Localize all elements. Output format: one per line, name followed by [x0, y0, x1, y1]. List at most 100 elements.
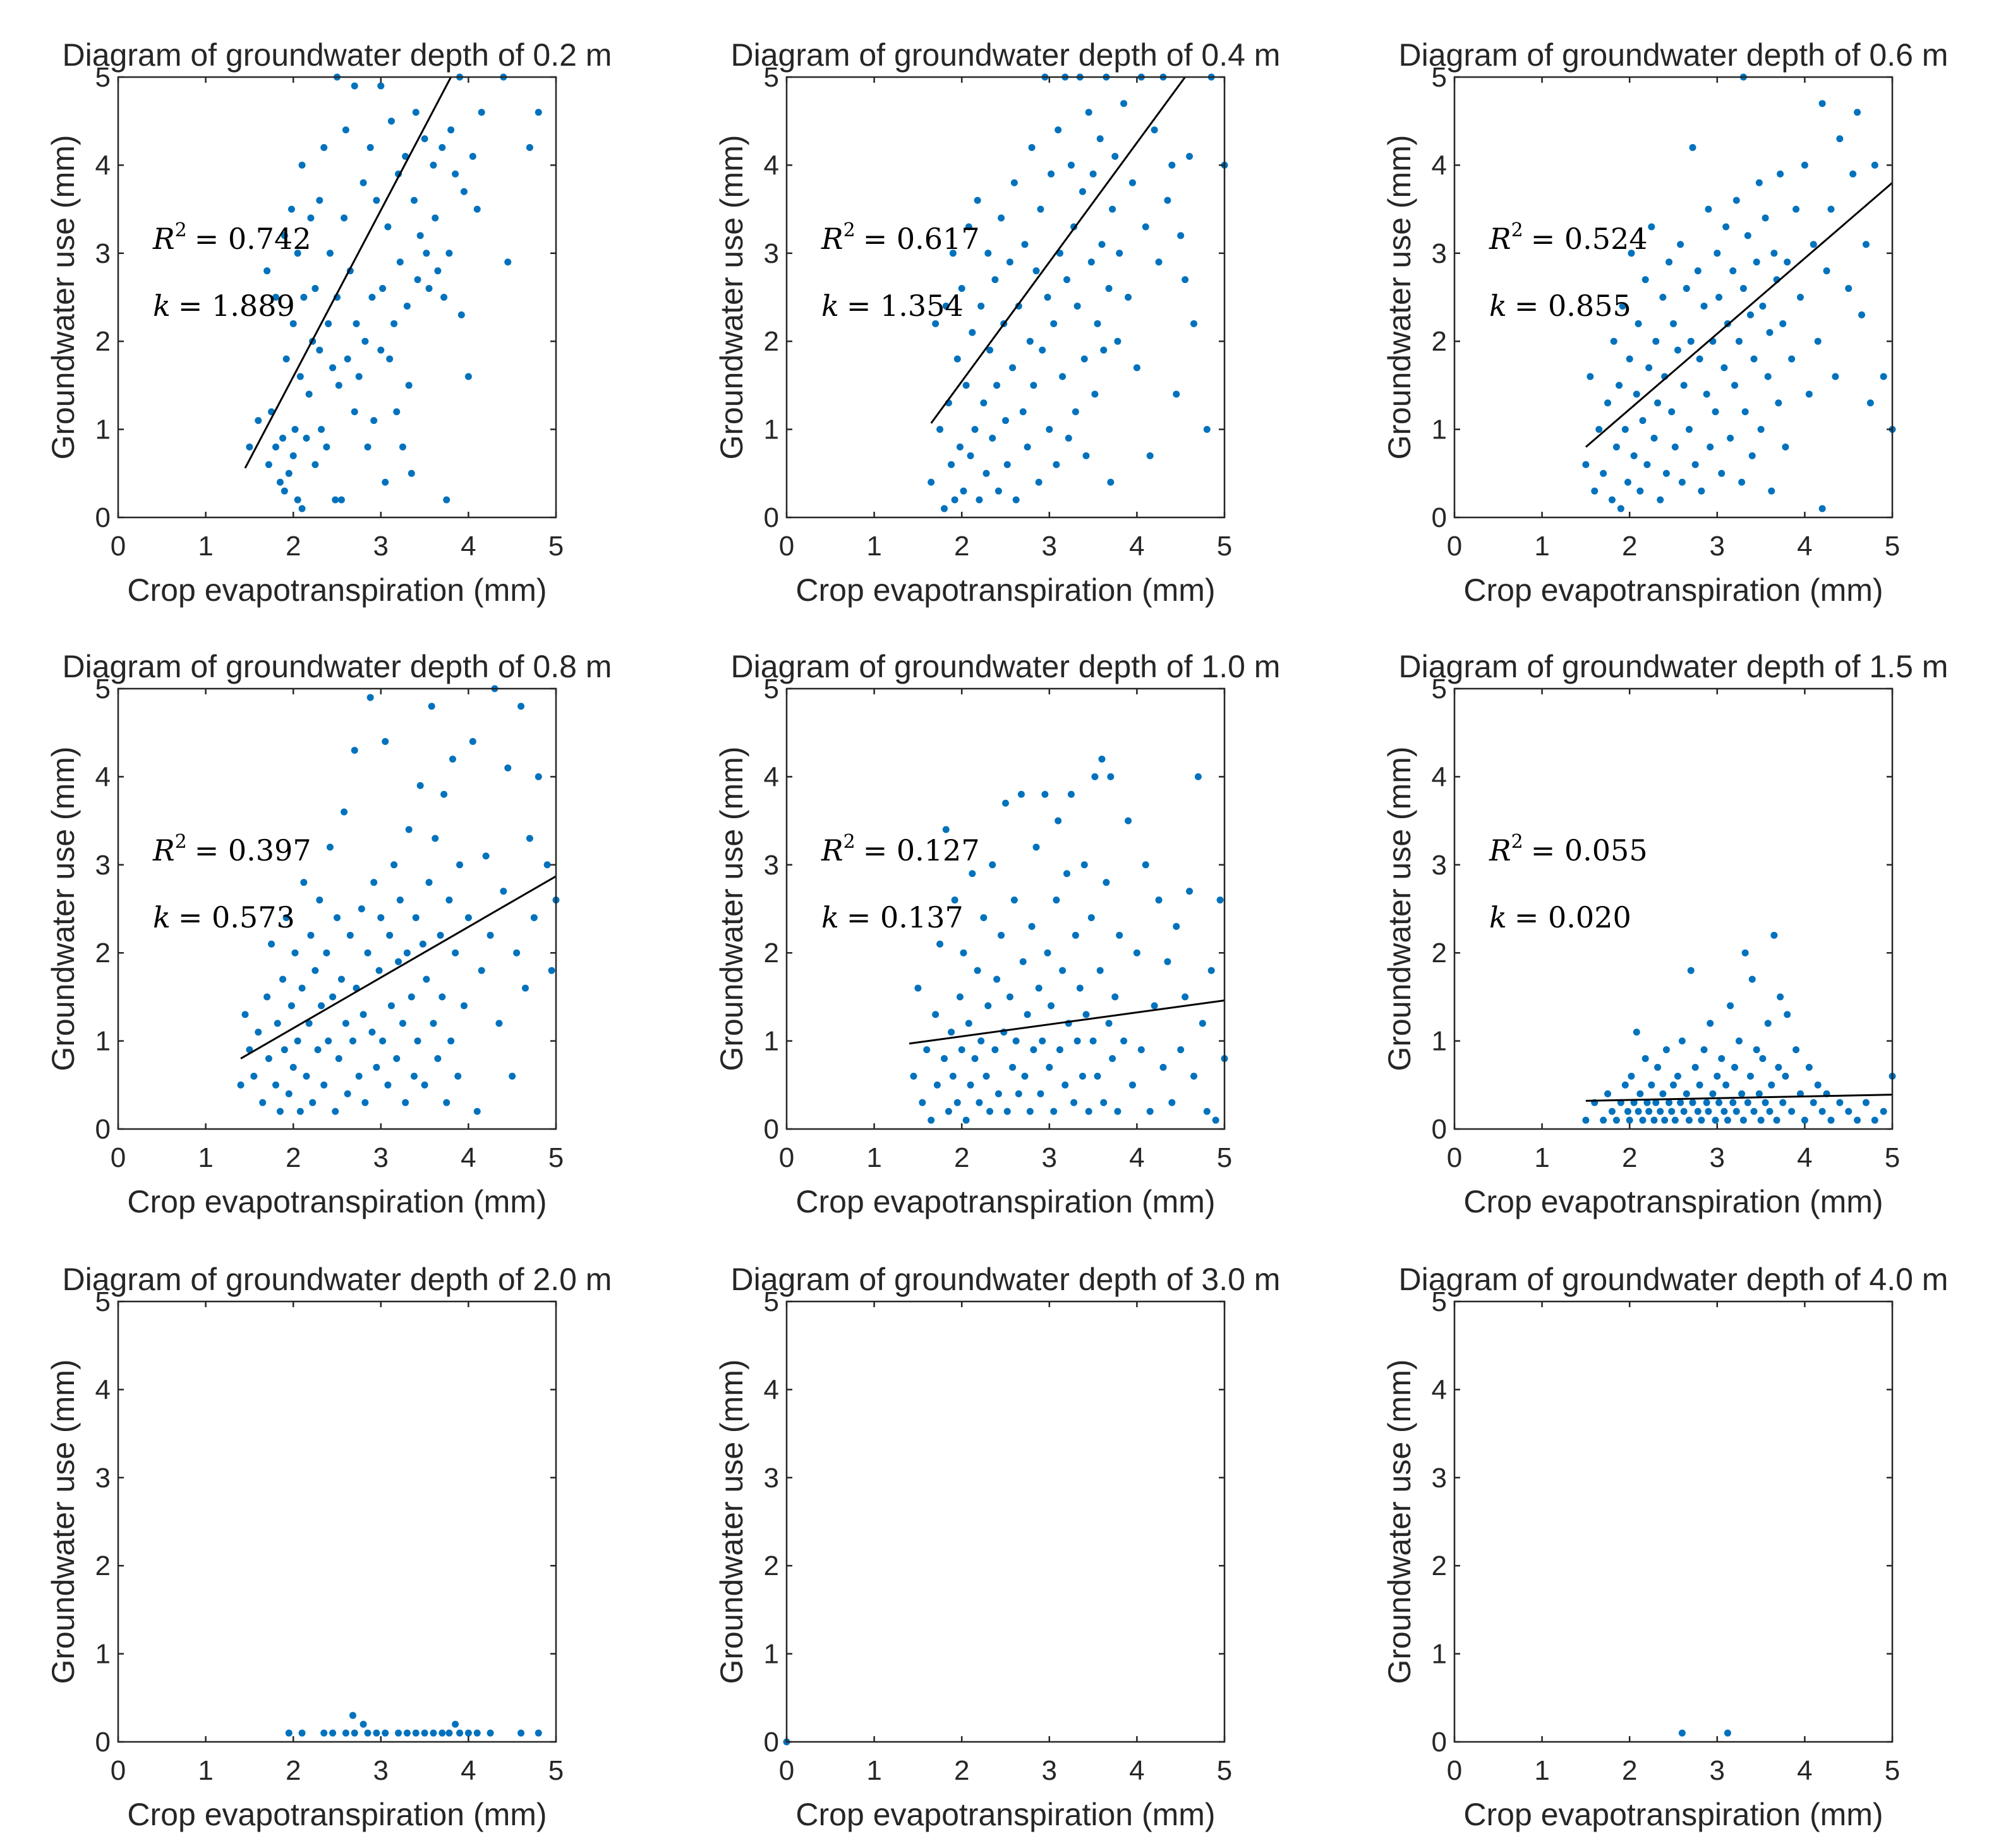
- data-point: [1866, 399, 1874, 407]
- data-point: [1671, 443, 1679, 450]
- data-point: [923, 1046, 931, 1054]
- x-tick-label: 0: [779, 1755, 794, 1786]
- data-point: [405, 826, 413, 833]
- data-point: [1662, 469, 1670, 477]
- data-point: [464, 1729, 472, 1737]
- x-tick-label: 0: [779, 1142, 794, 1173]
- data-point: [360, 179, 367, 186]
- y-tick-label: 2: [1432, 938, 1447, 969]
- data-point: [412, 1729, 420, 1737]
- data-point: [1207, 967, 1215, 974]
- data-point: [1080, 861, 1088, 869]
- data-point: [311, 285, 319, 293]
- data-point: [969, 329, 976, 336]
- data-point: [1133, 364, 1140, 371]
- data-point: [956, 443, 964, 450]
- data-point: [285, 469, 293, 477]
- data-point: [1635, 1108, 1642, 1115]
- data-point: [298, 984, 306, 992]
- data-point: [1624, 1108, 1631, 1115]
- data-point: [980, 914, 988, 921]
- data-point: [1678, 478, 1686, 486]
- data-point: [1094, 320, 1101, 327]
- data-point: [316, 196, 323, 204]
- data-point: [1741, 408, 1749, 416]
- x-tick-label: 2: [954, 531, 969, 562]
- data-point: [1659, 294, 1667, 301]
- data-point: [1094, 1072, 1101, 1080]
- data-point: [977, 302, 985, 310]
- data-point: [1668, 408, 1676, 416]
- data-point: [1142, 861, 1149, 869]
- data-point: [1177, 1046, 1185, 1054]
- data-point: [977, 1037, 985, 1045]
- slope-annotation: k = 0.855: [1489, 289, 1631, 323]
- data-point: [332, 496, 339, 504]
- data-point: [309, 1099, 317, 1106]
- data-point: [355, 373, 363, 380]
- data-point: [402, 1099, 409, 1106]
- slope-value: = 0.855: [1514, 289, 1631, 323]
- data-point: [1021, 1072, 1029, 1080]
- data-point: [1612, 443, 1620, 450]
- data-point: [287, 205, 295, 213]
- y-tick-label: 3: [95, 850, 111, 881]
- data-point: [366, 694, 374, 701]
- data-point: [282, 355, 290, 363]
- x-tick-label: 1: [198, 1755, 213, 1786]
- data-point: [1659, 1090, 1667, 1097]
- data-point: [373, 196, 380, 204]
- y-tick-label: 4: [95, 761, 111, 792]
- data-point: [1805, 390, 1813, 398]
- data-point: [1203, 426, 1211, 433]
- data-point: [395, 1729, 402, 1737]
- data-point: [320, 1081, 328, 1089]
- data-point: [296, 1108, 304, 1115]
- data-point: [281, 232, 288, 239]
- data-point: [1109, 205, 1116, 213]
- x-axis-label: Crop evapotranspiration (mm): [127, 1184, 547, 1219]
- y-tick-label: 3: [95, 1463, 111, 1494]
- subplot-5: Diagram of groundwater depth of 1.0 m 0 1 2…: [714, 649, 1280, 1219]
- data-point: [1759, 302, 1767, 310]
- data-point: [311, 967, 319, 974]
- y-axis-label: Groundwater use (mm): [1382, 746, 1417, 1071]
- data-point: [1678, 1729, 1686, 1737]
- x-axis-label: Crop evapotranspiration (mm): [1463, 572, 1883, 608]
- data-point: [1037, 1090, 1044, 1097]
- y-tick-label: 4: [95, 1374, 111, 1405]
- y-tick-label: 1: [764, 1639, 779, 1670]
- r-squared-annotation: R2 = 0.397: [152, 831, 311, 867]
- data-point: [517, 1729, 525, 1737]
- data-point: [382, 738, 389, 746]
- data-point: [289, 1063, 297, 1071]
- r-squared-symbol: R: [1489, 833, 1511, 867]
- data-point: [1696, 1081, 1703, 1089]
- data-point: [1063, 276, 1071, 284]
- y-axis-label: Groundwater use (mm): [1382, 1359, 1417, 1684]
- data-point: [410, 1072, 418, 1080]
- slope-annotation: k = 0.137: [821, 900, 964, 934]
- data-point: [1096, 967, 1104, 974]
- data-point: [932, 1011, 940, 1018]
- data-point: [1643, 1099, 1651, 1106]
- data-point: [1746, 311, 1754, 318]
- data-point: [1750, 355, 1758, 363]
- x-tick-label: 4: [1129, 1142, 1144, 1173]
- data-point: [1764, 373, 1772, 380]
- x-tick-label: 5: [548, 1142, 564, 1173]
- data-point: [1159, 1063, 1167, 1071]
- y-tick-label: 5: [764, 673, 779, 704]
- data-point: [1114, 1108, 1121, 1115]
- data-point: [1056, 1046, 1063, 1054]
- data-point: [1753, 258, 1760, 266]
- data-point: [399, 443, 406, 450]
- data-point: [1624, 478, 1631, 486]
- data-point: [360, 1011, 367, 1018]
- data-point: [1048, 170, 1055, 178]
- data-point: [1818, 505, 1826, 512]
- data-point: [1091, 773, 1099, 780]
- y-tick-label: 5: [1432, 1286, 1447, 1317]
- data-point: [1779, 320, 1787, 327]
- data-point: [364, 443, 372, 450]
